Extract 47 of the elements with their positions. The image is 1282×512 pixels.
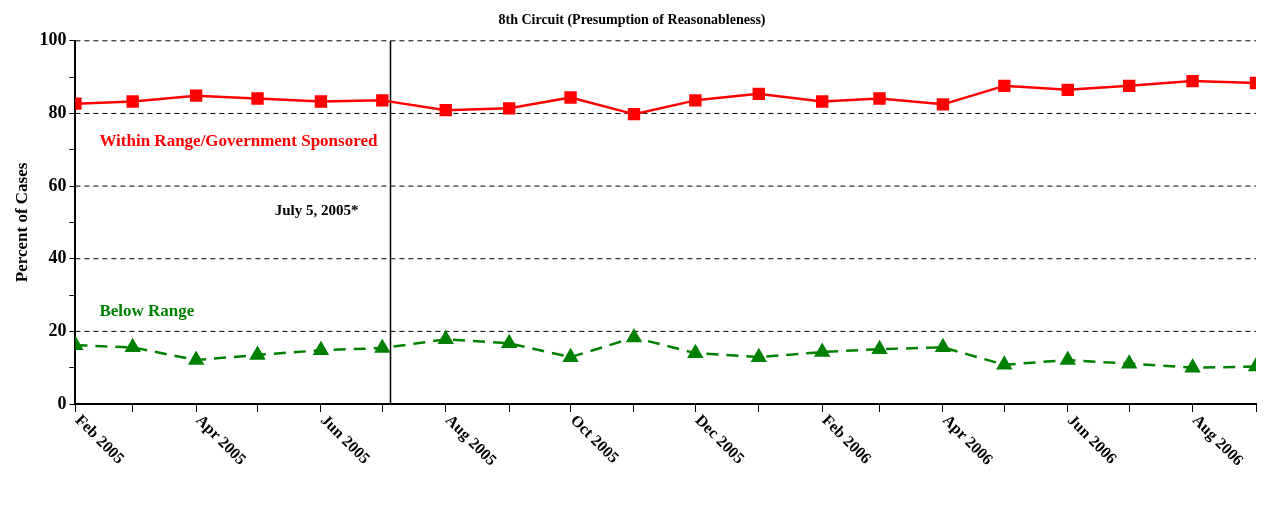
point: [251, 92, 264, 105]
point: [189, 89, 203, 102]
point: [501, 335, 517, 349]
point: [627, 107, 641, 121]
point: [1121, 355, 1137, 369]
series-label: Below Range: [99, 300, 195, 320]
y-tick-label: 100: [39, 29, 67, 50]
y-tick-label: 40: [48, 247, 67, 268]
point: [1186, 74, 1199, 88]
point: [873, 92, 886, 105]
point: [816, 95, 829, 108]
y-tick-label: 20: [48, 320, 67, 341]
point: [752, 87, 765, 101]
point: [250, 346, 265, 360]
point: [626, 329, 642, 343]
point: [563, 348, 578, 362]
point: [502, 102, 516, 115]
point: [376, 94, 389, 107]
point: [375, 339, 390, 353]
point: [438, 331, 454, 345]
point: [126, 95, 139, 108]
point: [1061, 83, 1074, 97]
point: [997, 356, 1012, 370]
point: [814, 343, 830, 357]
point: [314, 95, 328, 108]
point: [439, 103, 452, 117]
point: [688, 344, 703, 358]
point: [936, 98, 950, 111]
point: [872, 340, 887, 354]
point: [313, 342, 329, 355]
point: [125, 339, 140, 353]
y-axis-title: Percent of Cases: [11, 162, 31, 283]
ref-line-label: July 5, 2005*: [274, 201, 359, 218]
point: [1185, 359, 1200, 373]
point: [751, 348, 767, 362]
point: [689, 94, 702, 107]
series-label: Within Range/Government Sponsored: [99, 131, 378, 151]
point: [1060, 351, 1076, 365]
point: [564, 91, 577, 104]
y-tick-label: 60: [48, 174, 67, 195]
point: [935, 339, 951, 353]
y-tick-label: 0: [57, 392, 67, 413]
y-tick-label: 80: [48, 102, 67, 123]
point: [1122, 79, 1136, 93]
chart-title: 8th Circuit (Presumption of Reasonableness): [498, 12, 766, 29]
point: [188, 351, 204, 365]
point: [998, 79, 1011, 93]
